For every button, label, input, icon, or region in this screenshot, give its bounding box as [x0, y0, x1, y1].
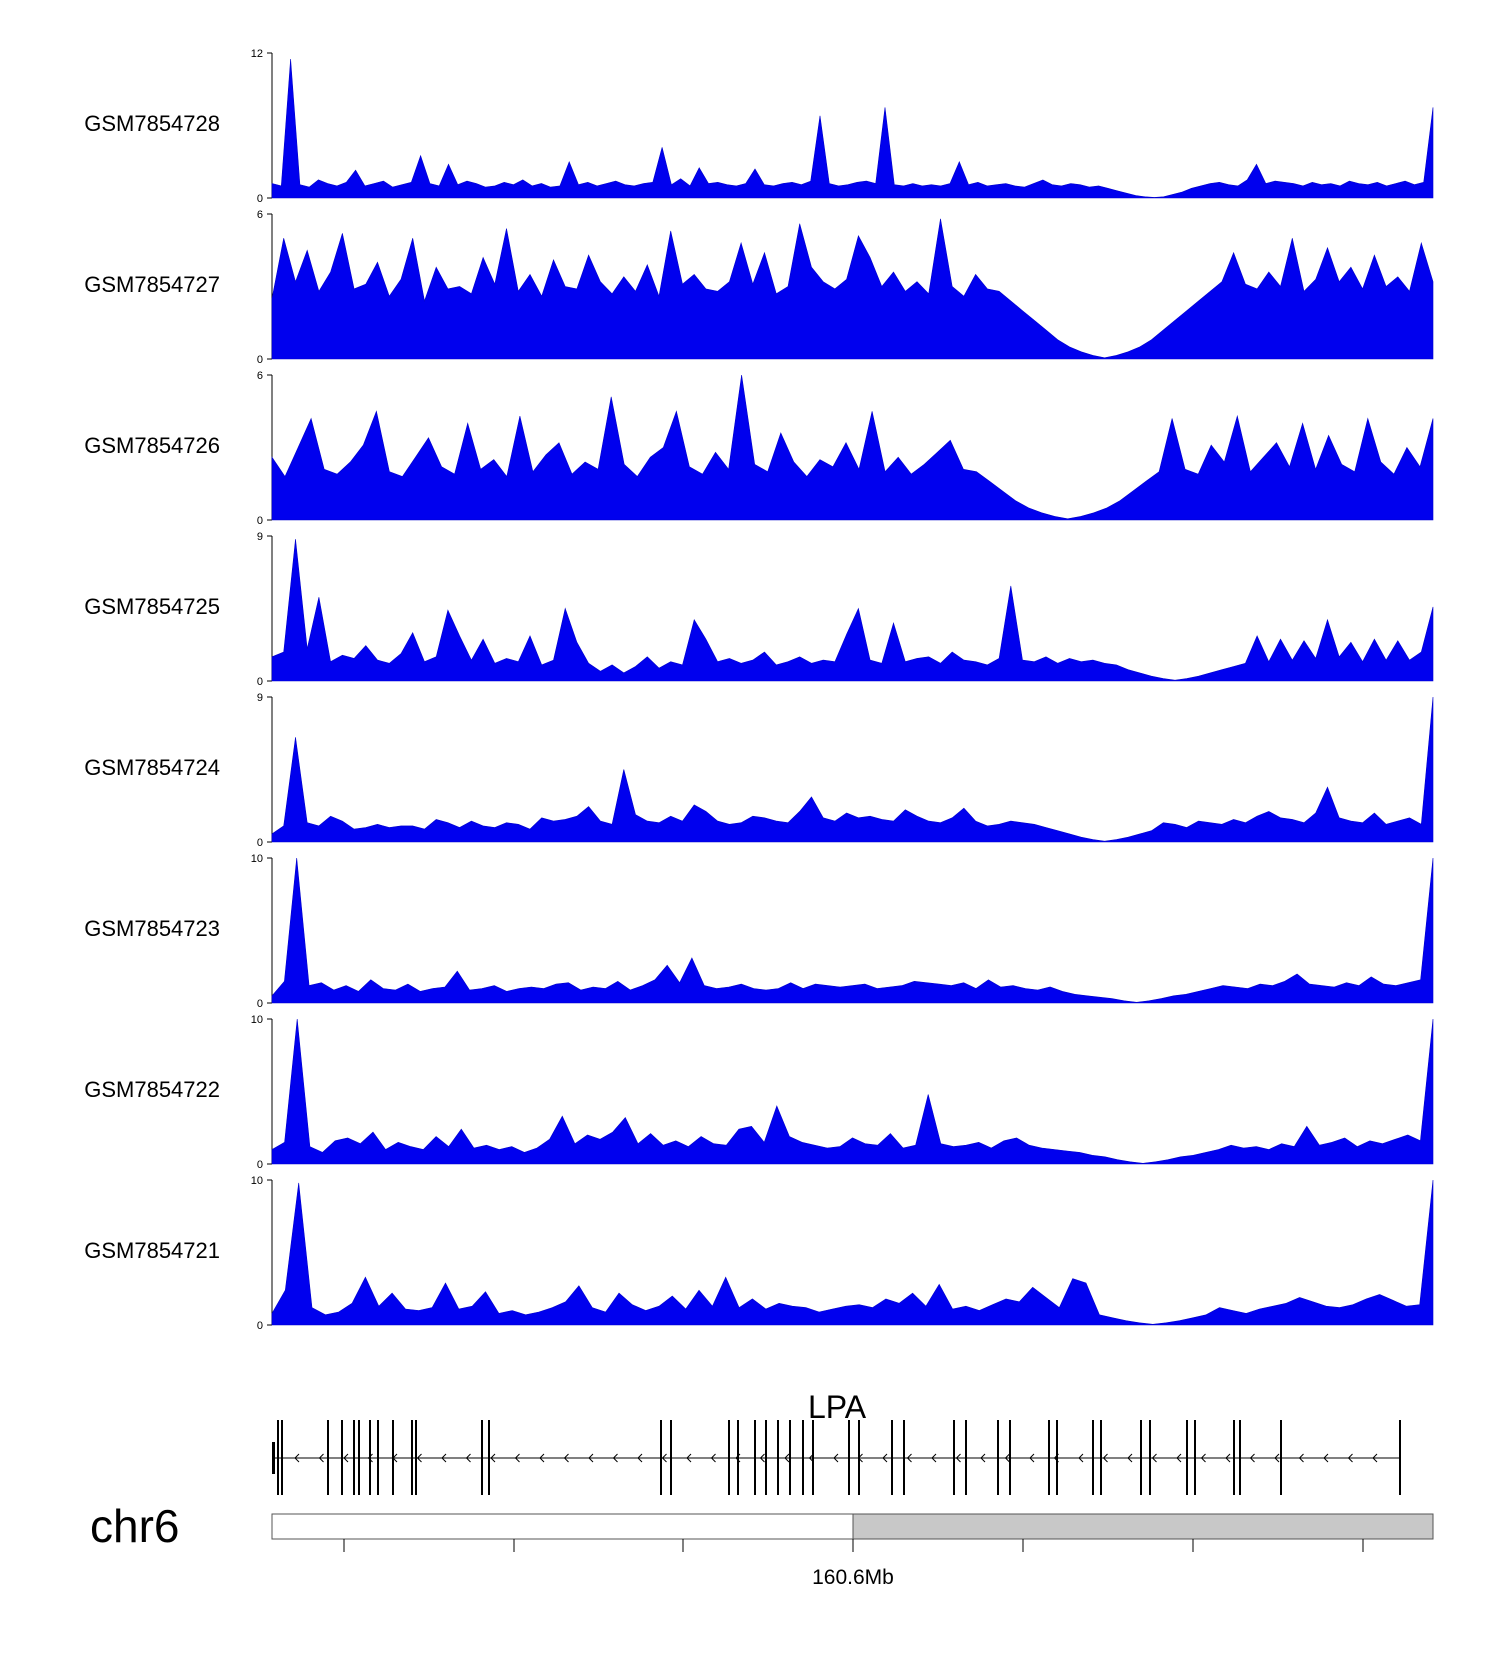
strand-arrow	[1274, 1453, 1280, 1463]
track-label: GSM7854725	[84, 594, 220, 619]
gene-name: LPA	[808, 1389, 867, 1425]
strand-arrow	[514, 1453, 520, 1463]
track-GSM7854726: GSM7854726 6 0	[84, 370, 1434, 527]
track-label: GSM7854726	[84, 433, 220, 458]
strand-arrow	[416, 1453, 422, 1463]
chromosome-band	[852, 1513, 1434, 1540]
chromosome-axis: chr6 160.6Mb	[90, 1500, 1434, 1589]
chromosome-band	[271, 1513, 854, 1540]
y-max-label: 10	[251, 1014, 263, 1026]
track-GSM7854721: GSM7854721 10 0	[84, 1175, 1434, 1332]
strand-arrow	[906, 1453, 912, 1463]
strand-arrow	[1176, 1453, 1182, 1463]
track-GSM7854723: GSM7854723 10 0	[84, 853, 1434, 1010]
coverage-area	[271, 58, 1434, 199]
track-GSM7854722: GSM7854722 10 0	[84, 1014, 1434, 1171]
strand-arrow	[343, 1453, 349, 1463]
coverage-area	[271, 857, 1434, 1004]
strand-arrow	[686, 1453, 692, 1463]
y-max-label: 9	[257, 692, 263, 704]
strand-arrow	[882, 1453, 888, 1463]
track-label: GSM7854722	[84, 1077, 220, 1102]
track-label: GSM7854723	[84, 916, 220, 941]
strand-arrow	[1029, 1453, 1035, 1463]
y-max-label: 6	[257, 370, 263, 382]
strand-arrow	[735, 1453, 741, 1463]
strand-arrow	[465, 1453, 471, 1463]
track-label: GSM7854727	[84, 272, 220, 297]
coverage-area	[271, 1018, 1434, 1165]
strand-arrow	[808, 1453, 814, 1463]
y-min-label: 0	[257, 354, 263, 366]
strand-arrow	[1347, 1453, 1353, 1463]
y-min-label: 0	[257, 998, 263, 1010]
y-max-label: 6	[257, 209, 263, 221]
coverage-tracks: GSM7854728120GSM785472760GSM785472660GSM…	[84, 48, 1434, 1332]
y-max-label: 10	[251, 1175, 263, 1187]
strand-arrow	[759, 1453, 765, 1463]
strand-arrow	[1053, 1453, 1059, 1463]
y-min-label: 0	[257, 837, 263, 849]
strand-arrow	[1127, 1453, 1133, 1463]
strand-arrow	[710, 1453, 716, 1463]
strand-arrow	[294, 1453, 300, 1463]
strand-arrow	[588, 1453, 594, 1463]
chromosome-label: chr6	[90, 1500, 179, 1552]
strand-arrow	[539, 1453, 545, 1463]
y-min-label: 0	[257, 193, 263, 205]
track-GSM7854728: GSM7854728 12 0	[84, 48, 1434, 205]
strand-arrow	[980, 1453, 986, 1463]
strand-arrow	[563, 1453, 569, 1463]
strand-arrow	[784, 1453, 790, 1463]
track-GSM7854725: GSM7854725 9 0	[84, 531, 1434, 688]
y-max-label: 10	[251, 853, 263, 865]
y-min-label: 0	[257, 1159, 263, 1171]
y-max-label: 9	[257, 531, 263, 543]
strand-arrow	[1323, 1453, 1329, 1463]
strand-arrow	[1200, 1453, 1206, 1463]
strand-arrow	[612, 1453, 618, 1463]
track-label: GSM7854721	[84, 1238, 220, 1263]
coverage-area	[271, 539, 1434, 682]
track-GSM7854724: GSM7854724 9 0	[84, 692, 1434, 849]
strand-arrow	[931, 1453, 937, 1463]
strand-arrow	[833, 1453, 839, 1463]
track-GSM7854727: GSM7854727 6 0	[84, 209, 1434, 366]
strand-arrow	[1298, 1453, 1304, 1463]
track-label: GSM7854728	[84, 111, 220, 136]
strand-arrow	[318, 1453, 324, 1463]
y-min-label: 0	[257, 1320, 263, 1332]
coverage-area	[271, 1179, 1434, 1326]
strand-arrow	[367, 1453, 373, 1463]
strand-arrow	[637, 1453, 643, 1463]
strand-arrow	[955, 1453, 961, 1463]
coverage-area	[271, 374, 1434, 521]
x-tick-label: 160.6Mb	[812, 1566, 894, 1589]
track-label: GSM7854724	[84, 755, 220, 780]
strand-arrow	[1004, 1453, 1010, 1463]
strand-arrow	[857, 1453, 863, 1463]
strand-arrow	[1078, 1453, 1084, 1463]
y-max-label: 12	[251, 48, 263, 60]
coverage-area	[271, 696, 1434, 843]
strand-arrow	[1372, 1453, 1378, 1463]
strand-arrow	[1151, 1453, 1157, 1463]
gene-model: LPA	[272, 1389, 1401, 1495]
strand-arrow	[661, 1453, 667, 1463]
strand-arrow	[392, 1453, 398, 1463]
exon-mark	[272, 1442, 275, 1474]
strand-arrow	[1102, 1453, 1108, 1463]
strand-arrow	[441, 1453, 447, 1463]
strand-arrow	[1225, 1453, 1231, 1463]
y-min-label: 0	[257, 676, 263, 688]
coverage-area	[271, 218, 1434, 360]
strand-arrow	[490, 1453, 496, 1463]
y-min-label: 0	[257, 515, 263, 527]
strand-arrow	[1249, 1453, 1255, 1463]
